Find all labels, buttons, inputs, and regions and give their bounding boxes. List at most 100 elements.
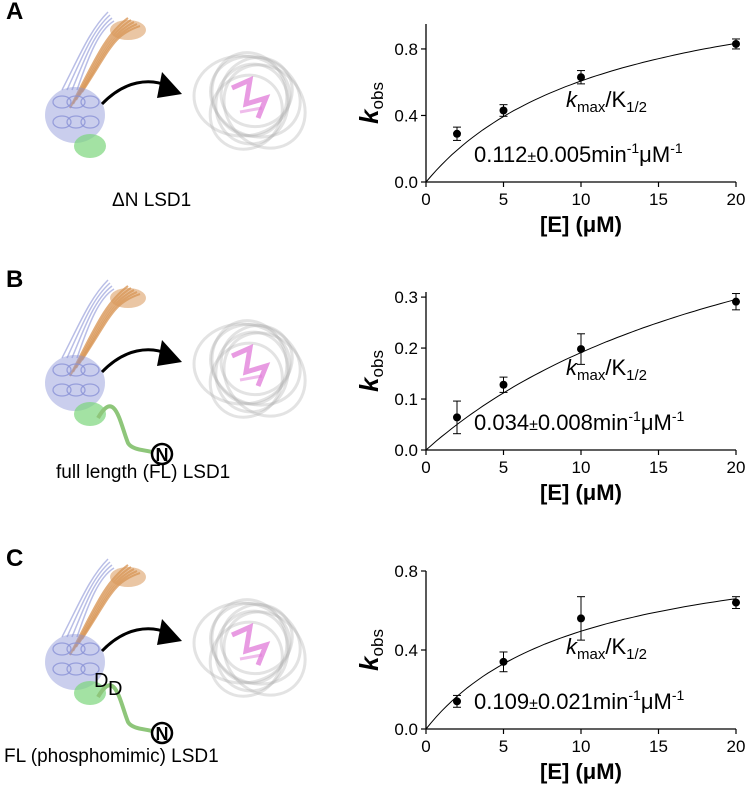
blue-helix bbox=[71, 285, 113, 359]
structure-illustration: N D D bbox=[45, 558, 307, 745]
data-point bbox=[453, 129, 461, 138]
blue-coil bbox=[66, 662, 86, 676]
n-terminal-linker bbox=[96, 404, 153, 454]
rate-value: 0.034±0.008min-1μM-1 bbox=[474, 408, 684, 435]
nucleosome bbox=[192, 598, 307, 698]
protein-model bbox=[45, 11, 146, 158]
arrow-head bbox=[157, 619, 182, 645]
kinetics-chart: 0 5 10 15 20 0.0 0.4 0.8 [E] (μM) kobs kmax/K1/2 0.… bbox=[354, 24, 745, 237]
panel-a: A ΔN LSD1 0 5 10 15 20 0.0 0.4 0.8 [E] (μM) kobs k… bbox=[0, 0, 750, 260]
rate-value: 0.112±0.005min-1μM-1 bbox=[474, 140, 683, 167]
blue-coil bbox=[80, 642, 100, 656]
blue-coil bbox=[52, 662, 72, 676]
arrow-head bbox=[157, 340, 182, 366]
blue-coil bbox=[80, 95, 100, 109]
data-point bbox=[499, 106, 508, 115]
x-tick-label: 5 bbox=[499, 190, 508, 209]
y-axis-label: kobs bbox=[354, 82, 387, 124]
blue-coil bbox=[80, 363, 100, 377]
rate-label: kmax/K1/2 bbox=[566, 87, 647, 116]
phospho-label: D bbox=[108, 678, 122, 700]
blue-helix bbox=[66, 282, 111, 359]
data-point bbox=[577, 73, 585, 82]
x-axis-label: [E] (μM) bbox=[540, 759, 622, 784]
rate-label: kmax/K1/2 bbox=[566, 634, 647, 663]
data-point bbox=[577, 345, 585, 354]
data-point bbox=[732, 598, 740, 607]
x-tick-label: 5 bbox=[499, 458, 508, 477]
panel-caption: full length (FL) LSD1 bbox=[56, 462, 231, 483]
orange-domain bbox=[110, 567, 146, 587]
blue-helix bbox=[61, 11, 109, 91]
data-point bbox=[732, 297, 740, 306]
y-tick-label: 0.0 bbox=[394, 173, 418, 192]
blue-helix bbox=[61, 558, 109, 638]
dna-strand bbox=[219, 324, 294, 397]
x-tick-label: 20 bbox=[727, 458, 746, 477]
x-tick-label: 0 bbox=[421, 737, 430, 756]
rate-value: 0.109±0.021min-1μM-1 bbox=[474, 687, 684, 714]
data-point bbox=[732, 39, 740, 48]
data-point bbox=[577, 614, 585, 623]
protein-model bbox=[45, 279, 146, 426]
histone-tail bbox=[230, 75, 271, 119]
panel-letter: C bbox=[6, 545, 24, 572]
green-domain bbox=[74, 134, 106, 158]
green-domain bbox=[74, 681, 106, 705]
blue-domain bbox=[45, 634, 105, 690]
histone-tail bbox=[230, 622, 271, 666]
dna-strand bbox=[209, 322, 302, 407]
dna-strand bbox=[214, 609, 290, 693]
blue-helix bbox=[76, 288, 115, 359]
n-terminus-label: N bbox=[156, 724, 169, 744]
data-point bbox=[453, 413, 461, 422]
histone-tail bbox=[239, 106, 263, 114]
dna-strand bbox=[210, 51, 289, 138]
dna-strand bbox=[210, 319, 289, 406]
blue-coil bbox=[80, 662, 100, 676]
y-axis-label: kobs bbox=[354, 350, 387, 392]
orange-domain bbox=[110, 288, 146, 308]
n-terminus-label: N bbox=[156, 445, 169, 465]
blue-coil bbox=[52, 95, 72, 109]
blue-coil bbox=[52, 363, 72, 377]
n-terminus-circle bbox=[150, 442, 174, 466]
orange-domain bbox=[110, 20, 146, 40]
data-point bbox=[499, 380, 508, 389]
dna-strand bbox=[209, 54, 302, 139]
dna-strand bbox=[222, 63, 307, 150]
x-tick-label: 10 bbox=[572, 190, 591, 209]
dna-strand bbox=[219, 56, 294, 129]
panel-letter: B bbox=[6, 266, 24, 293]
histone-tail bbox=[230, 343, 271, 387]
kinetics-chart: 0 5 10 15 20 0.0 0.4 0.8 [E] (μM) kobs kmax/K1/2 0.… bbox=[354, 562, 745, 784]
blue-coil bbox=[66, 95, 86, 109]
dna-strand bbox=[192, 601, 292, 685]
structure-illustration bbox=[45, 11, 307, 158]
dna-strand bbox=[209, 601, 302, 686]
panel-caption: FL (phosphomimic) LSD1 bbox=[4, 746, 219, 767]
dna-strand bbox=[208, 73, 284, 151]
dna-strand bbox=[192, 322, 292, 406]
x-tick-label: 15 bbox=[649, 190, 668, 209]
dna-strand bbox=[208, 620, 284, 698]
nucleosome bbox=[192, 319, 307, 419]
x-tick-label: 0 bbox=[421, 190, 430, 209]
green-domain bbox=[74, 402, 106, 426]
y-tick-label: 0.4 bbox=[394, 641, 418, 660]
blue-coil bbox=[66, 363, 86, 377]
panel-caption: ΔN LSD1 bbox=[112, 190, 192, 211]
y-tick-label: 0.0 bbox=[394, 720, 418, 739]
histone-tail bbox=[239, 374, 263, 382]
x-axis-label: [E] (μM) bbox=[540, 212, 622, 237]
blue-coil bbox=[66, 642, 86, 656]
kinetics-chart: 0 5 10 15 20 0.0 0.1 0.2 0.3 [E] (μM) kobs kmax/K1/… bbox=[354, 288, 746, 505]
y-tick-label: 0.0 bbox=[394, 441, 418, 460]
blue-coil bbox=[52, 383, 72, 397]
x-axis-label: [E] (μM) bbox=[540, 480, 622, 505]
x-tick-label: 15 bbox=[649, 737, 668, 756]
blue-coil bbox=[80, 115, 100, 129]
blue-coil bbox=[66, 383, 86, 397]
panel-b: B N full length (FL) LSD1 0 5 10 15 20 0.0 0.1… bbox=[0, 268, 750, 528]
blue-domain bbox=[45, 87, 105, 143]
